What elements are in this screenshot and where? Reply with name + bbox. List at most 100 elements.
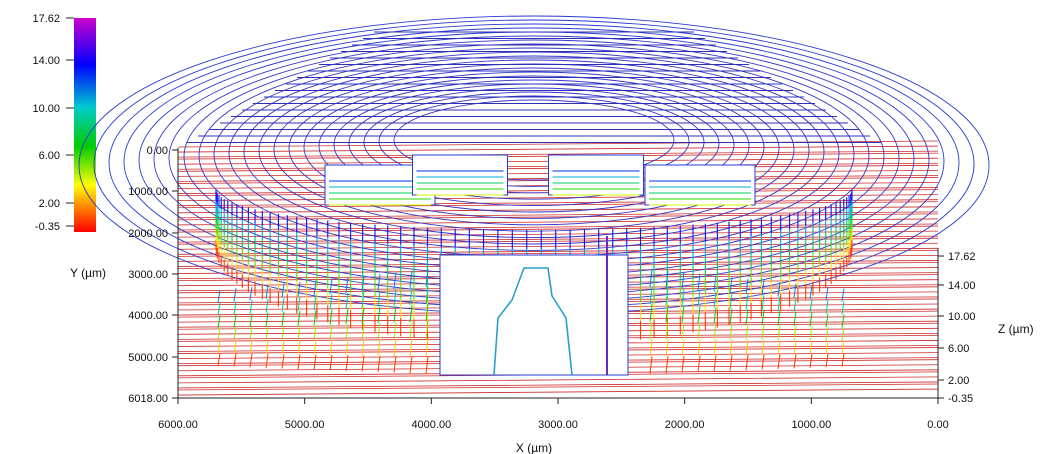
front-wall-segment (665, 356, 669, 374)
front-wall-segment (729, 355, 733, 371)
front-wall-segment (793, 283, 797, 298)
front-wall-segment (761, 295, 765, 311)
front-wall-segment (393, 272, 397, 290)
mesa-contour-ring (348, 87, 720, 200)
front-wall-segment (745, 278, 749, 295)
front-wall-segment (697, 273, 701, 291)
front-wall-segment (809, 285, 813, 300)
front-wall-segment (249, 326, 253, 341)
front-wall-segment (377, 290, 381, 307)
mesa-contour-ring (243, 59, 825, 245)
baseline-trace (177, 247, 939, 255)
front-wall-segment (665, 287, 669, 305)
front-wall-segment (361, 291, 365, 308)
front-wall-segment (761, 280, 765, 296)
front-wall-segment (793, 340, 797, 355)
front-wall-segment (233, 314, 237, 328)
mesa-contour-ring (258, 63, 810, 239)
front-wall-segment (809, 353, 813, 368)
mesa-contour-ring (303, 75, 765, 219)
front-wall-segment (729, 323, 733, 340)
front-wall-segment (777, 296, 781, 312)
front-wall-segment (841, 327, 845, 341)
baseline-trace (177, 199, 939, 207)
front-wall-segment (361, 307, 365, 324)
mesa-contour-ring (288, 71, 780, 226)
front-wall-segment (841, 301, 845, 315)
front-wall-segment (841, 314, 845, 328)
front-wall-segment (313, 324, 317, 340)
front-wall-segment (281, 311, 285, 327)
front-wall-segment (425, 304, 429, 322)
front-wall-segment (345, 308, 349, 325)
front-wall-segment (217, 302, 221, 316)
front-wall-segment (377, 355, 381, 373)
front-wall-segment (409, 304, 413, 323)
baseline-trace (177, 223, 939, 231)
front-wall-segment (297, 339, 301, 355)
front-wall-segment (697, 290, 701, 307)
front-wall-segment (649, 321, 653, 339)
front-wall-segment (697, 306, 701, 324)
front-wall-segment (329, 309, 333, 325)
front-wall-segment (681, 272, 685, 290)
front-wall-segment (649, 338, 653, 357)
mesa-contour-ring (228, 55, 840, 251)
front-wall-segment (249, 353, 253, 368)
front-wall-segment (809, 340, 813, 355)
front-wall-segment (345, 292, 349, 309)
x-axis-title: X (µm) (516, 441, 552, 454)
front-wall-segment (297, 325, 301, 341)
front-wall-segment (425, 286, 429, 305)
front-wall-segment (745, 339, 749, 356)
front-wall-segment (729, 277, 733, 293)
central-block-outline (439, 254, 629, 376)
baseline-trace (177, 140, 939, 148)
front-wall-segment (761, 310, 765, 326)
front-wall-segment (297, 354, 301, 370)
front-wall-segment (809, 326, 813, 341)
front-wall-segment (409, 321, 413, 340)
front-wall-segment (345, 339, 349, 356)
front-wall-segment (217, 340, 221, 354)
front-wall-segment (793, 297, 797, 312)
baseline-trace (177, 194, 939, 202)
front-wall-segment (665, 270, 669, 288)
colorbar-ticks: 17.62 14.00 10.00 6.00 2.00 -0.35 (32, 13, 74, 233)
front-wall-segment (777, 310, 781, 326)
front-wall-segment (761, 354, 765, 370)
front-wall-segment (345, 277, 349, 293)
front-wall-segment (377, 273, 381, 291)
front-wall-segment (713, 323, 717, 340)
central-feature-profile (493, 267, 573, 376)
front-wall-segment (425, 338, 429, 357)
baseline-trace (177, 206, 939, 214)
y-tick-label: 0.00 (147, 145, 168, 157)
front-wall-segment (265, 312, 269, 327)
front-wall-segment (393, 289, 397, 306)
front-wall-segment (281, 354, 285, 369)
front-wall-segment (809, 298, 813, 313)
front-wall-segment (713, 275, 717, 292)
front-wall-segment (361, 275, 365, 292)
front-wall-segment (377, 322, 381, 340)
front-wall-segment (265, 340, 269, 355)
front-wall-segment (409, 339, 413, 357)
front-wall-segment (217, 315, 221, 329)
front-wall-segment (297, 310, 301, 326)
front-wall-segment (281, 340, 285, 355)
front-wall-segment (297, 281, 301, 297)
front-wall-segment (265, 285, 269, 300)
front-wall-segment (233, 301, 237, 315)
front-wall-segment (649, 269, 653, 287)
front-wall-segment (217, 289, 221, 303)
colorbar: 17.62 14.00 10.00 6.00 2.00 -0.35 (32, 13, 96, 233)
front-wall-segment (233, 340, 237, 354)
y-tick-label: 5000.00 (128, 352, 168, 364)
front-wall-segment (265, 353, 269, 368)
front-wall-segment (265, 298, 269, 313)
baseline-trace (177, 235, 939, 243)
x-tick-label: 4000.00 (411, 419, 451, 431)
x-tick-label: 0.00 (927, 419, 948, 431)
mesa-contour-ring (318, 79, 750, 213)
